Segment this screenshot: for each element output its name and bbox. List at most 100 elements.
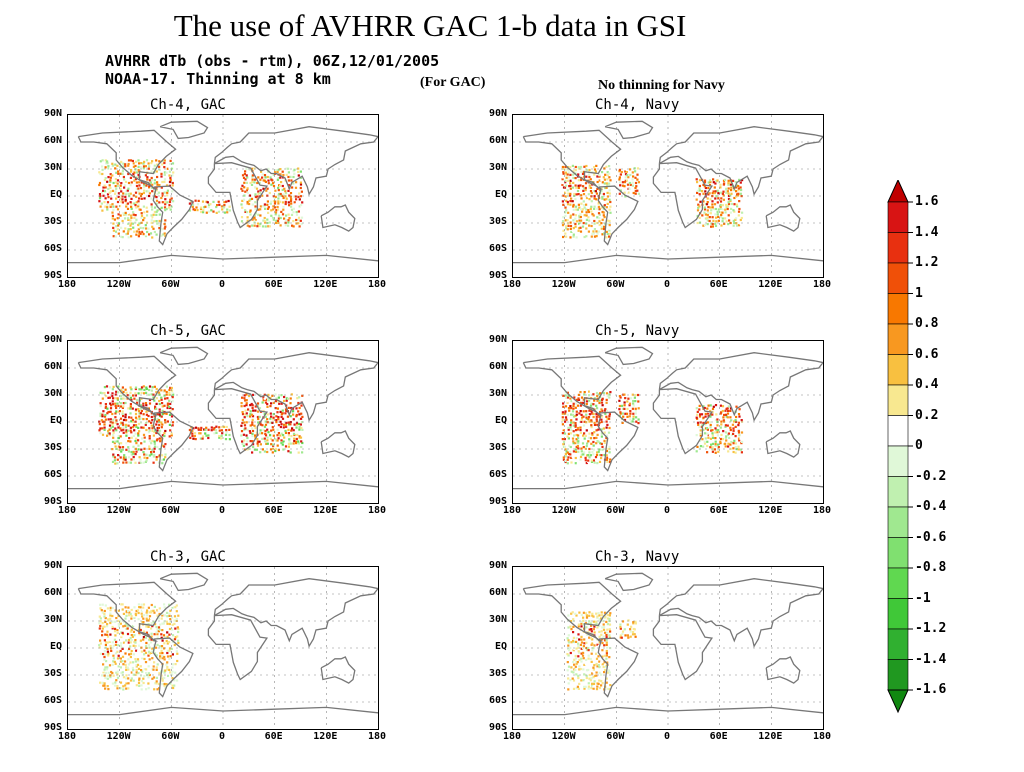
data-pixel bbox=[590, 424, 593, 427]
data-pixel bbox=[129, 612, 133, 616]
data-pixel bbox=[592, 628, 595, 631]
data-pixel bbox=[103, 609, 106, 613]
data-pixel bbox=[122, 425, 125, 429]
data-pixel bbox=[732, 447, 735, 450]
data-pixel bbox=[140, 442, 143, 445]
data-pixel bbox=[633, 628, 636, 631]
data-pixel bbox=[593, 207, 596, 210]
data-pixel bbox=[704, 217, 707, 220]
data-pixel bbox=[156, 178, 159, 181]
data-pixel bbox=[101, 415, 104, 418]
data-pixel bbox=[110, 197, 113, 200]
data-pixel bbox=[715, 220, 718, 223]
data-pixel bbox=[264, 225, 267, 228]
data-pixel bbox=[140, 426, 143, 429]
data-pixel bbox=[133, 615, 136, 618]
data-pixel bbox=[132, 426, 135, 429]
data-pixel bbox=[634, 176, 637, 179]
data-pixel bbox=[287, 432, 290, 435]
data-pixel bbox=[161, 402, 164, 405]
data-pixel bbox=[119, 214, 122, 217]
data-pixel bbox=[593, 219, 596, 223]
data-pixel bbox=[139, 606, 142, 609]
data-pixel bbox=[142, 677, 145, 680]
data-pixel bbox=[249, 209, 252, 212]
data-pixel bbox=[292, 211, 295, 214]
data-pixel bbox=[105, 385, 109, 388]
data-pixel bbox=[109, 633, 112, 636]
data-pixel bbox=[266, 403, 269, 406]
data-pixel bbox=[587, 459, 590, 462]
data-pixel bbox=[112, 181, 115, 185]
data-pixel bbox=[287, 421, 290, 424]
data-pixel bbox=[160, 389, 163, 392]
data-pixel bbox=[155, 387, 158, 391]
data-pixel bbox=[588, 628, 591, 631]
data-pixel bbox=[203, 206, 206, 209]
x-tick-label: 120W bbox=[106, 279, 131, 290]
data-pixel bbox=[120, 634, 123, 637]
data-pixel bbox=[168, 627, 172, 631]
data-pixel bbox=[634, 622, 637, 625]
data-pixel bbox=[584, 622, 587, 625]
data-pixel bbox=[246, 191, 249, 194]
data-pixel bbox=[597, 612, 600, 615]
data-pixel bbox=[591, 232, 594, 235]
data-pixel bbox=[267, 211, 270, 214]
data-pixel bbox=[593, 459, 596, 462]
data-pixel bbox=[706, 407, 709, 410]
data-pixel bbox=[166, 191, 169, 194]
data-pixel bbox=[129, 630, 132, 633]
data-pixel bbox=[574, 165, 577, 169]
data-pixel bbox=[706, 216, 709, 219]
data-pixel bbox=[285, 192, 288, 195]
data-pixel bbox=[588, 420, 591, 423]
data-pixel bbox=[712, 208, 715, 211]
data-pixel bbox=[262, 187, 265, 190]
data-pixel bbox=[585, 444, 588, 448]
data-pixel bbox=[274, 169, 277, 172]
data-pixel bbox=[588, 205, 591, 208]
data-pixel bbox=[130, 181, 133, 184]
coastline bbox=[213, 352, 378, 422]
data-pixel bbox=[135, 442, 138, 445]
data-pixel bbox=[569, 397, 572, 400]
data-pixel bbox=[114, 643, 117, 646]
data-pixel bbox=[119, 660, 122, 663]
data-pixel bbox=[114, 416, 117, 419]
coastline bbox=[320, 204, 356, 232]
data-pixel bbox=[116, 398, 119, 401]
data-pixel bbox=[164, 209, 167, 212]
data-pixel bbox=[144, 423, 147, 426]
data-pixel bbox=[128, 684, 131, 687]
data-pixel bbox=[262, 399, 265, 402]
data-pixel bbox=[125, 668, 128, 671]
data-pixel bbox=[286, 415, 289, 418]
data-pixel bbox=[727, 445, 730, 448]
data-pixel bbox=[293, 168, 296, 171]
data-pixel bbox=[104, 641, 108, 644]
data-pixel bbox=[119, 619, 122, 622]
data-pixel bbox=[139, 166, 142, 169]
data-pixel bbox=[132, 226, 135, 229]
data-pixel bbox=[606, 394, 609, 398]
data-pixel bbox=[99, 432, 102, 435]
data-pixel bbox=[572, 424, 575, 427]
x-tick-label: 120E bbox=[758, 731, 783, 742]
data-pixel bbox=[561, 181, 564, 185]
data-pixel bbox=[608, 617, 611, 620]
data-pixel bbox=[267, 206, 270, 209]
data-pixel bbox=[586, 633, 589, 636]
data-pixel bbox=[285, 214, 288, 217]
y-tick-label: 30N bbox=[43, 614, 62, 625]
data-pixel bbox=[104, 676, 107, 679]
data-pixel bbox=[257, 190, 260, 193]
data-pixel bbox=[289, 402, 292, 405]
data-pixel bbox=[160, 649, 163, 652]
data-pixel bbox=[156, 222, 159, 225]
data-pixel bbox=[578, 412, 581, 415]
data-pixel bbox=[254, 195, 257, 199]
data-pixel bbox=[156, 215, 159, 219]
data-pixel bbox=[125, 674, 128, 677]
data-pixel bbox=[579, 391, 582, 394]
